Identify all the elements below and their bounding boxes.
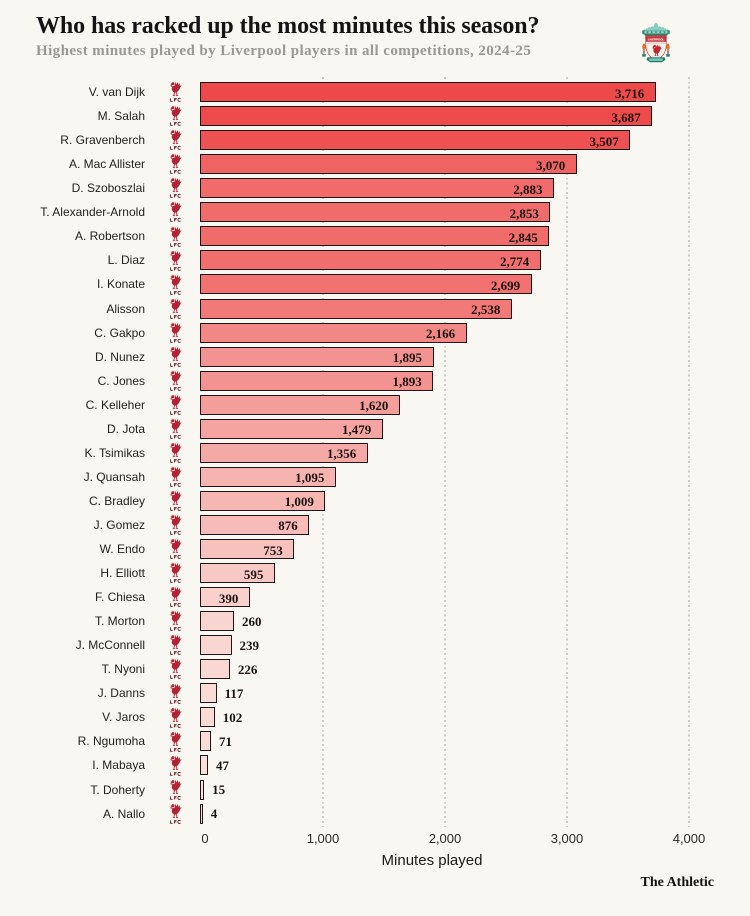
svg-text:LIVERPOOL: LIVERPOOL bbox=[648, 37, 665, 41]
